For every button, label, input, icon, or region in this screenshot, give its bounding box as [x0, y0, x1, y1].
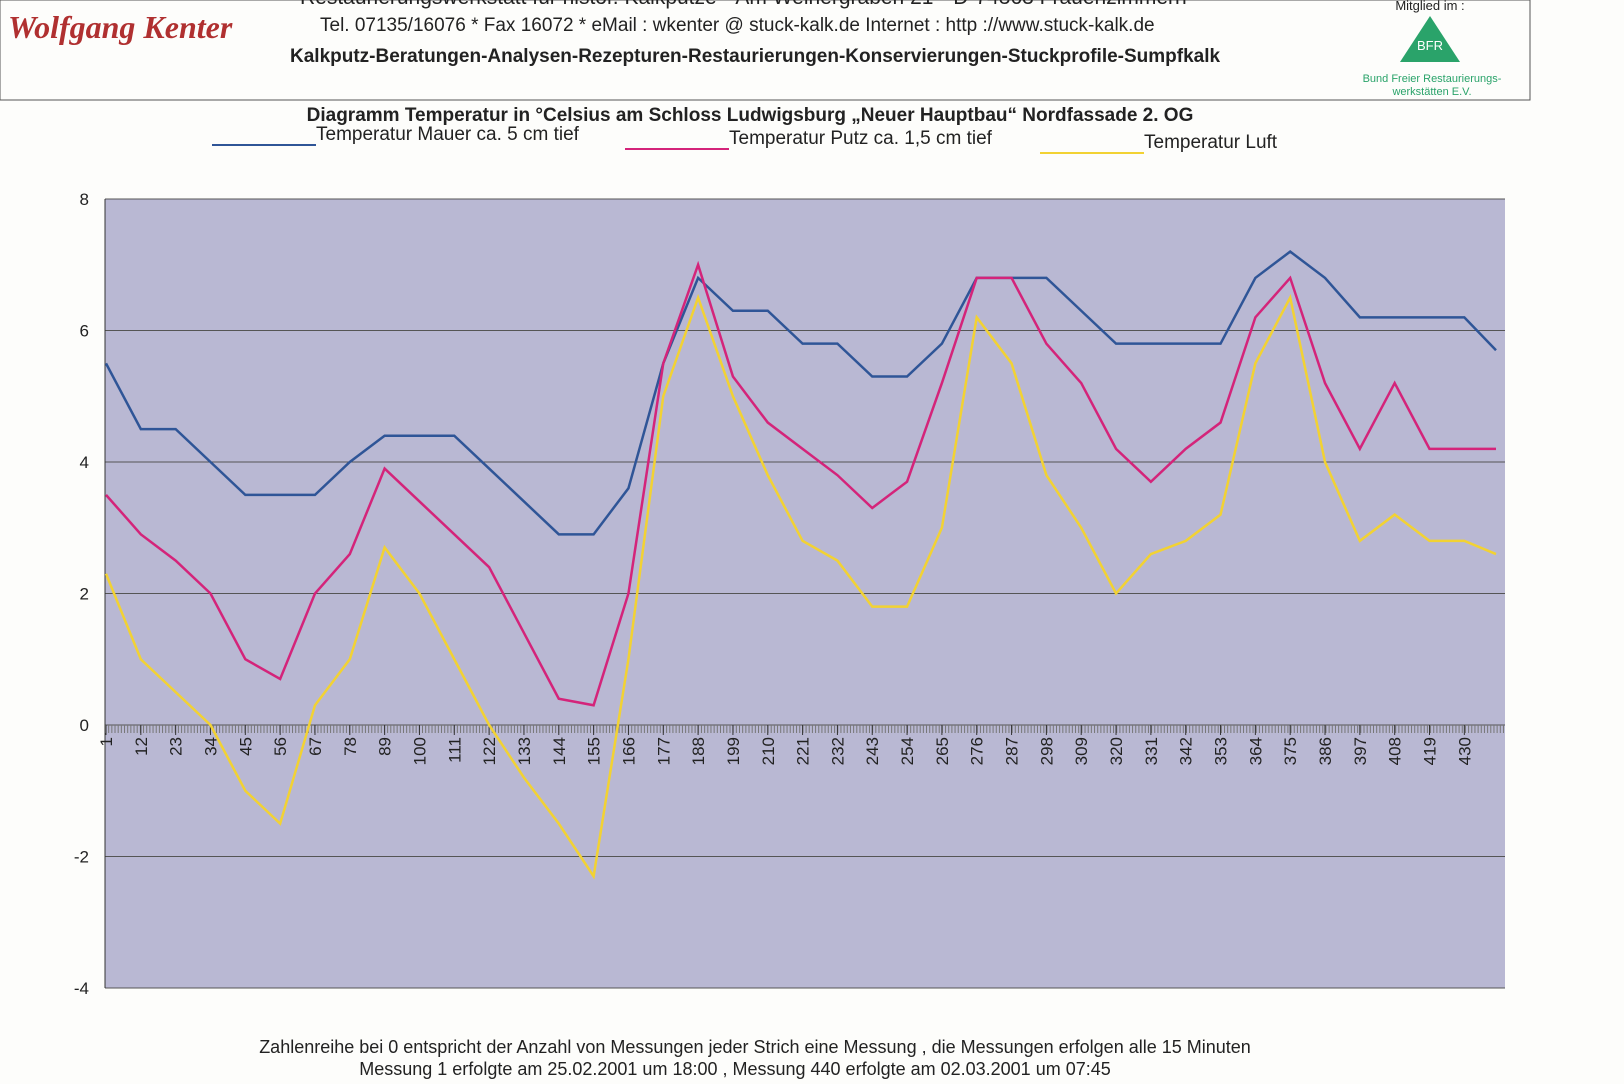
x-tick-label: 45: [236, 737, 255, 756]
x-tick-label: 177: [654, 737, 673, 765]
x-tick-label: 78: [341, 737, 360, 756]
x-tick-label: 210: [759, 737, 778, 765]
y-tick-label: 2: [80, 585, 89, 604]
x-tick-label: 111: [445, 737, 464, 763]
x-tick-label: 67: [306, 737, 325, 756]
x-tick-label: 397: [1351, 737, 1370, 765]
x-tick-label: 419: [1421, 737, 1440, 765]
x-tick-label: 276: [968, 737, 987, 765]
x-tick-label: 56: [271, 737, 290, 756]
series-line: [104, 293, 1497, 880]
x-tick-label: 188: [689, 737, 708, 765]
x-tick-label: 364: [1246, 737, 1265, 765]
x-tick-label: 199: [724, 737, 743, 765]
footnote: Messung 1 erfolgte am 25.02.2001 um 18:0…: [359, 1059, 1111, 1079]
x-tick-label: 100: [410, 737, 429, 765]
x-tick-label: 320: [1107, 737, 1126, 765]
x-tick-label: 34: [201, 737, 220, 756]
x-tick-label: 133: [515, 737, 534, 765]
chart-title: Diagramm Temperatur in °Celsius am Schlo…: [307, 105, 1194, 126]
x-tick-label: 1: [97, 737, 116, 746]
x-tick-label: 243: [863, 737, 882, 765]
x-tick-label: 353: [1212, 737, 1231, 765]
x-tick-label: 386: [1316, 737, 1335, 765]
x-tick-label: 122: [480, 737, 499, 765]
company-name: Wolfgang Kenter: [8, 9, 233, 45]
association: Bund Freier Restaurierungs-: [1363, 73, 1502, 85]
series-line: [105, 260, 1496, 707]
x-tick-label: 155: [585, 737, 604, 765]
y-tick-label: 4: [80, 453, 89, 472]
letterhead-box: [0, 0, 1531, 101]
legend-label: Temperatur Mauer ca. 5 cm tief: [316, 124, 580, 145]
x-tick-label: 144: [550, 737, 569, 765]
logo-text: BFR: [1417, 38, 1443, 53]
legend: Temperatur Mauer ca. 5 cm tief Temperatur…: [212, 124, 1278, 154]
x-tick-label: 342: [1177, 737, 1196, 765]
footnote: Zahlenreihe bei 0 entspricht der Anzahl …: [259, 1037, 1251, 1057]
x-tick-label: 89: [376, 737, 395, 756]
x-tick-label: 309: [1072, 737, 1091, 765]
x-tick-label: 287: [1003, 737, 1022, 765]
x-tick-label: 254: [898, 737, 917, 765]
x-tick-label: 221: [794, 737, 813, 765]
y-tick-label: 0: [80, 716, 89, 735]
y-tick-label: 8: [80, 190, 89, 209]
x-tick-label: 298: [1037, 737, 1056, 765]
x-tick-label: 166: [619, 737, 638, 765]
x-tick-label: 12: [132, 737, 151, 756]
y-tick-label: 6: [80, 322, 89, 341]
legend-label: Temperatur Putz ca. 1,5 cm tief: [729, 128, 993, 149]
y-tick-label: -2: [74, 848, 89, 867]
x-tick-label: 232: [828, 737, 847, 765]
x-tick-label: 375: [1281, 737, 1300, 765]
x-tick-label: 23: [167, 737, 186, 756]
y-tick-label: -4: [74, 979, 89, 998]
letterhead-line: Restaurierungswerkstatt für histor. Kalk…: [300, 0, 1187, 9]
legend-label: Temperatur Luft: [1144, 132, 1278, 153]
plot: -4 -2 0 2 4 6 8 1 12 23 34 45 56 67 78 89 100 111 122 133 14…: [74, 190, 1505, 998]
x-tick-label: 265: [933, 737, 952, 765]
association: werkstätten E.V.: [1391, 86, 1471, 98]
letterhead-line: Kalkputz-Beratungen-Analysen-Rezepturen-…: [290, 46, 1221, 67]
x-tick-label: 408: [1386, 737, 1405, 765]
series-line: [104, 250, 1497, 536]
x-tick-label: 430: [1455, 737, 1474, 765]
logo: [1400, 16, 1460, 62]
x-tick-label: 331: [1142, 737, 1161, 765]
letterhead-line: Tel. 07135/16076 * Fax 16072 * eMail : w…: [320, 15, 1155, 36]
member-label: Mitglied im :: [1395, 0, 1464, 13]
